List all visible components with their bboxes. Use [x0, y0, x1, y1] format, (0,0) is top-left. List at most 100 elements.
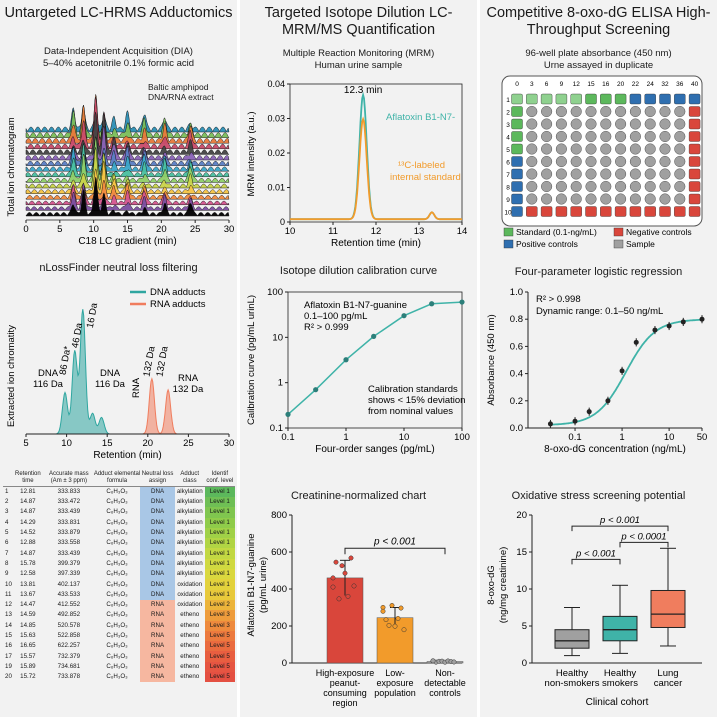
bar-ytick-label: 0 — [282, 658, 287, 669]
table-cell: C₆H₃O₃ — [106, 652, 128, 660]
plate-well — [555, 168, 567, 180]
table-cell: Level 2 — [204, 599, 235, 611]
plate-col-label: 20 — [617, 81, 625, 88]
table-cell: alkylation — [176, 488, 203, 495]
mrm-chart: 0 0.01 0.02 0.03 0.04 10 11 12 13 14 Retention tim… — [246, 79, 468, 249]
plate-well — [526, 106, 538, 118]
plate-legend-swatch — [503, 239, 514, 249]
plate-well — [600, 106, 612, 118]
plate-well — [555, 143, 567, 155]
table-cell: 333.833 — [57, 488, 81, 495]
table-cell: alkylation — [176, 539, 203, 547]
table-cell: 520.578 — [57, 621, 81, 629]
plate-well — [600, 143, 612, 155]
plate-col-label: 32 — [661, 81, 669, 88]
plate-well — [585, 143, 597, 155]
plate-col-label: 3 — [530, 81, 534, 88]
plate-well — [674, 155, 686, 167]
plate-well — [526, 180, 538, 192]
nl-peak-label: DNA — [38, 368, 59, 379]
plate-well — [629, 143, 641, 155]
plate-well — [570, 106, 582, 118]
table-cell: C₆H₃O₃ — [106, 529, 128, 537]
plate-well — [526, 93, 538, 105]
plate-well — [674, 206, 686, 217]
table-cell: 15.78 — [20, 559, 36, 567]
table-cell: 13.81 — [20, 580, 36, 588]
plate-well — [541, 118, 553, 130]
plate-well — [541, 131, 553, 143]
table-cell: 6 — [5, 539, 9, 547]
cal-xtick-label: 1 — [343, 432, 348, 443]
table-cell: 397.339 — [57, 570, 81, 578]
plate-well — [629, 131, 641, 143]
table-cell: etheno — [180, 673, 200, 681]
nl-xtick-label: 15 — [102, 438, 113, 449]
nl-peak-label: 116 Da — [33, 379, 64, 390]
ridge-xtick-label: 10 — [88, 224, 99, 235]
bar-category-label: population — [374, 688, 416, 698]
table-row: 1 12.81 333.833 C₆H₃O₃ DNA alkylation Level 1 — [3, 486, 235, 497]
ridge-trace-9 — [25, 146, 230, 172]
plate-col-label: 12 — [573, 81, 581, 88]
panel-title-nlossfinder: nLossFinder neutral loss filtering — [39, 262, 198, 274]
table-cell: alkylation — [176, 518, 203, 526]
plate-well — [659, 143, 671, 155]
plate-well — [629, 118, 641, 130]
table-cell: DNA — [140, 527, 175, 539]
nl-legend-label: DNA adducts — [150, 287, 206, 298]
table-cell: C₆H₃O₃ — [106, 601, 128, 609]
bar-category-label: peanut- — [330, 678, 361, 688]
ridge-trace-14 — [25, 94, 230, 144]
plate-well — [629, 168, 641, 180]
table-cell: 15.57 — [20, 652, 36, 660]
table-cell: 8 — [5, 559, 9, 567]
table-cell: C₆H₃O₃ — [106, 539, 128, 547]
table-row: 15 15.63 522.858 C₆H₃O₃ RNA etheno Level 5 — [3, 630, 235, 642]
plate-well — [570, 155, 582, 167]
nl-ylabel: Extracted ion chromatity — [6, 325, 17, 427]
bar-category-label: exposure — [376, 678, 413, 688]
cal-frame — [287, 291, 463, 429]
calibration-chart: 0.1 1 10 100 0.1 1 10 100 Four-order sanges (pg/… — [246, 287, 470, 455]
plate-well — [570, 143, 582, 155]
table-cell: 14.87 — [20, 508, 36, 516]
plate-well — [688, 143, 701, 155]
4pl-ytick-label: 0.2 — [510, 396, 523, 407]
table-header-cell: Identif conf. level — [204, 470, 235, 487]
table-cell: etheno — [180, 652, 200, 660]
mrm-xtick-label: 14 — [457, 226, 468, 237]
plate-well — [526, 168, 538, 180]
ridge-trace-16 — [25, 107, 230, 133]
plate-well — [585, 206, 597, 217]
table-cell: 412.552 — [57, 601, 81, 609]
table-row: 14 14.85 520.578 C₆H₃O₃ RNA etheno Level 3 — [3, 620, 235, 631]
table-cell: Level 1 — [204, 527, 235, 539]
bar-point — [392, 623, 398, 629]
plate-well — [541, 155, 553, 167]
table-cell: oxidation — [177, 580, 203, 588]
table-cell: 333.439 — [57, 508, 81, 516]
ridge-trace-13 — [25, 97, 230, 150]
plate-row-label: 2 — [506, 110, 510, 117]
table-row: 9 12.58 397.339 C₆H₃O₃ DNA alkylation Level 1 — [3, 569, 235, 580]
plate-well — [629, 106, 641, 118]
plate-well — [674, 143, 686, 155]
plate-well — [688, 181, 701, 192]
table-cell: alkylation — [176, 529, 203, 537]
plate-well — [688, 93, 701, 105]
table-cell: 732.379 — [57, 652, 81, 660]
plate-well — [688, 206, 701, 217]
bar-category-label: region — [332, 698, 357, 708]
table-row: 7 14.87 333.439 C₆H₃O₃ DNA alkylation Level 1 — [3, 548, 235, 559]
plate-well — [600, 193, 612, 205]
bar-point — [383, 617, 389, 623]
box-pvalue: p < 0.001 — [575, 548, 616, 559]
table-cell: 7 — [5, 549, 9, 557]
table-row: 3 14.87 333.439 C₆H₃O₃ DNA alkylation Level 1 — [3, 507, 235, 518]
table-cell: alkylation — [176, 570, 203, 578]
table-header-cell: Adduct class — [174, 470, 205, 487]
plate-well — [614, 93, 627, 105]
cal-point — [401, 313, 407, 319]
plate-well — [585, 193, 597, 205]
